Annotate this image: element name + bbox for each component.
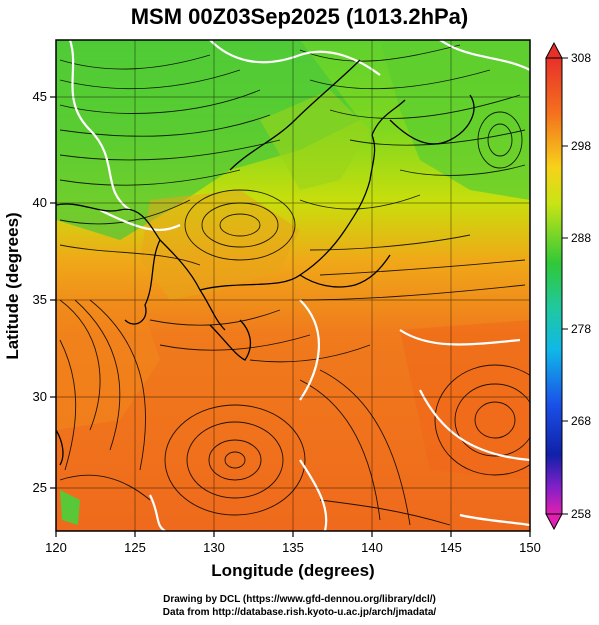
graticule [56, 40, 530, 531]
x-axis-ticks [55, 531, 531, 537]
colorbar-tick-label: 288 [571, 231, 591, 245]
y-tick-label: 40 [33, 195, 47, 210]
x-tick-label: 145 [440, 540, 462, 555]
y-tick-label: 45 [33, 89, 47, 104]
y-tick-label: 35 [33, 292, 47, 307]
x-tick-label: 135 [282, 540, 304, 555]
map-title: MSM 00Z03Sep2025 (1013.2hPa) [130, 4, 469, 29]
colorbar-tick-label: 268 [571, 414, 591, 428]
y-tick-label: 30 [33, 389, 47, 404]
footer-credit-drawing: Drawing by DCL (https://www.gfd-dennou.o… [163, 594, 436, 605]
footer-credit-data: Data from http://database.rish.kyoto-u.a… [162, 607, 437, 618]
x-tick-label: 120 [45, 540, 67, 555]
colorbar: 308 298 288 278 268 258 [545, 41, 591, 531]
x-tick-label: 140 [361, 540, 383, 555]
y-axis-label: Latitude (degrees) [3, 212, 22, 359]
colorbar-tick-label: 308 [571, 51, 591, 65]
colorbar-tick-label: 278 [571, 322, 591, 336]
coastlines [56, 59, 475, 466]
x-tick-label: 125 [124, 540, 146, 555]
y-tick-label: 25 [33, 480, 47, 495]
colorbar-tick-label: 258 [571, 507, 591, 521]
x-tick-label: 130 [203, 540, 225, 555]
y-axis-ticks [50, 96, 56, 489]
colorbar-tick-label: 298 [571, 139, 591, 153]
isotherm-contours [68, 40, 530, 531]
x-tick-label: 150 [519, 540, 541, 555]
x-axis-label: Longitude (degrees) [211, 561, 374, 580]
